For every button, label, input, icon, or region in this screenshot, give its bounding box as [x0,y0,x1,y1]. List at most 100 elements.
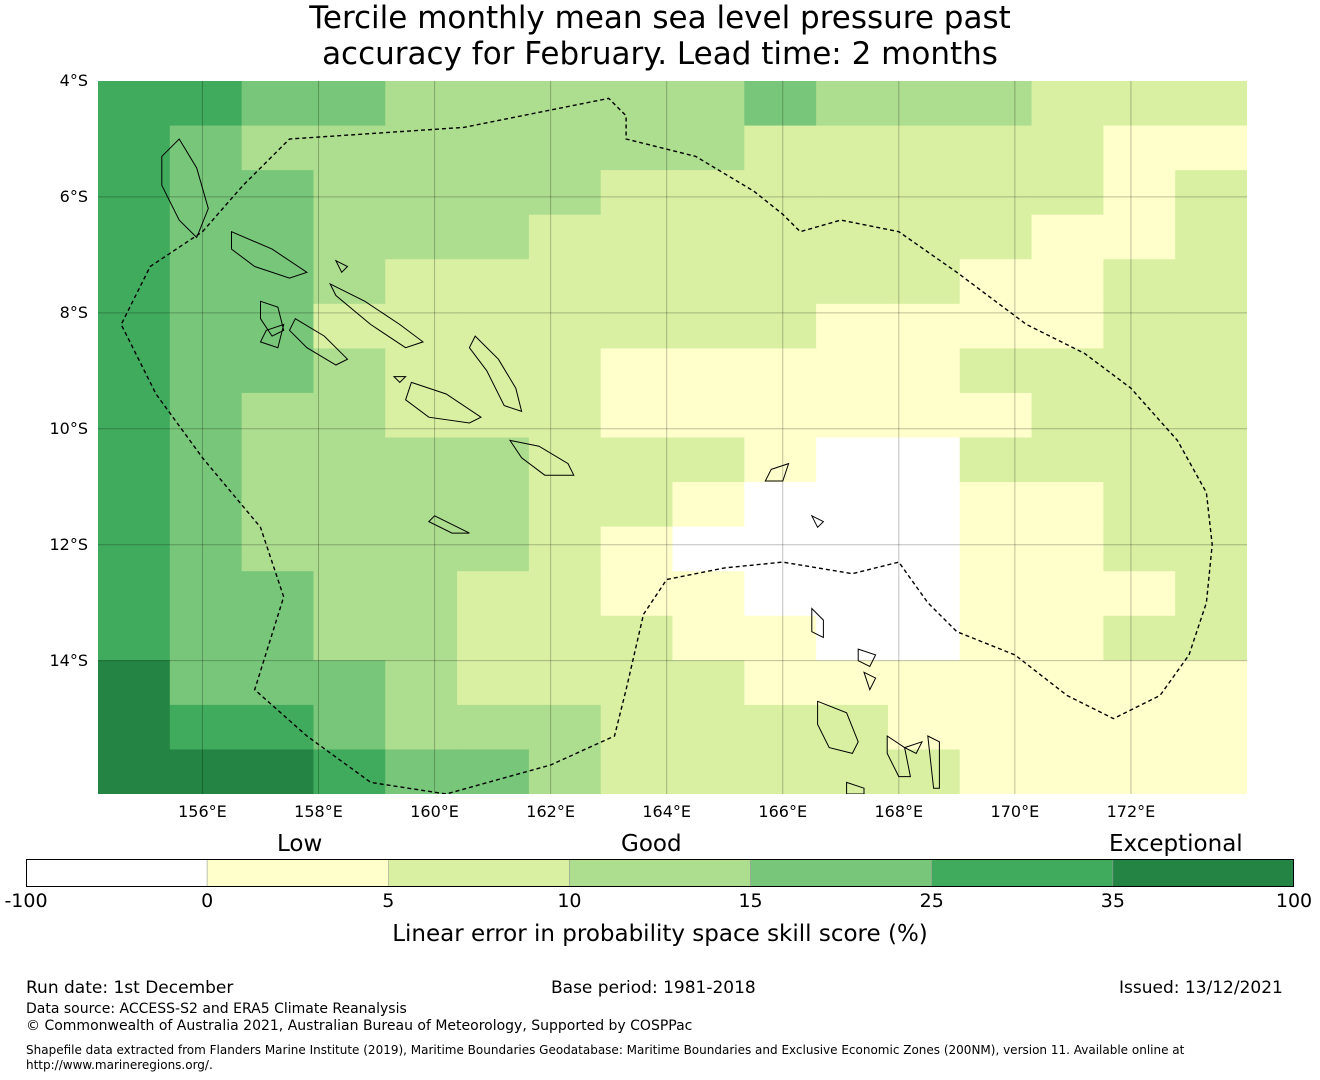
longitude-label: 170°E [990,802,1040,821]
skill-cell [816,482,889,528]
skill-cell [241,482,315,528]
skill-cell [816,214,889,260]
longitude-label: 160°E [410,802,459,821]
skill-cell [528,81,602,127]
colorbar-segment [1112,859,1294,887]
skill-cell [98,704,171,751]
skill-cell [1175,214,1247,260]
skill-cell [457,392,530,439]
shapefile-credit-line-2: http://www.marineregions.org/. [26,1058,213,1072]
skill-cell [887,660,961,706]
skill-cell [528,392,602,439]
skill-cell [1175,704,1247,751]
skill-cell [887,170,961,216]
island-coastline [817,700,859,754]
skill-cell [816,749,889,794]
skill-cell [600,704,674,751]
island-coastline [231,230,309,279]
skill-cell [385,615,458,661]
skill-cell [1031,170,1104,216]
skill-cell [816,571,889,617]
skill-cell [313,170,386,216]
skill-cell [98,482,171,528]
skill-cell [313,81,386,127]
skill-cell [672,214,745,260]
skill-cell [816,348,889,394]
skill-cell [241,526,315,572]
skill-cell [1031,526,1104,572]
skill-cell [887,615,961,661]
skill-cell [313,259,386,305]
skill-cell [457,615,530,661]
colorbar-segment [750,859,932,887]
island-coastline [857,648,877,668]
skill-cell [959,348,1033,394]
skill-cell [816,526,889,572]
skill-cell [313,125,386,171]
colorbar-label: Linear error in probability space skill … [392,921,928,947]
skill-cell [385,660,458,706]
skill-cell [98,392,171,439]
skill-cell [744,125,817,171]
skill-cell [959,660,1033,706]
skill-cell [1175,749,1247,794]
skill-cell [313,482,386,528]
shapefile-credit-line-1: Shapefile data extracted from Flanders M… [26,1043,1185,1057]
skill-cell [313,615,386,661]
skill-cell [241,392,315,439]
island-coastline [810,514,825,529]
skill-cell [600,348,674,394]
skill-cell [959,482,1033,528]
skill-cell [959,125,1033,171]
skill-cell [1103,660,1176,706]
skill-map [98,81,1247,794]
colorbar-tick-label: 15 [738,890,763,912]
island-coastline [405,381,482,424]
skill-cell [1103,303,1176,349]
skill-cell [241,125,315,171]
skill-cell [672,749,745,794]
longitude-label: 162°E [526,802,575,821]
skill-cell [313,704,386,751]
longitude-label: 164°E [642,802,692,821]
skill-cell [816,660,889,706]
skill-cell [528,749,602,794]
skill-cell [672,170,745,216]
island-coastline [392,376,407,384]
skill-cell [98,571,171,617]
skill-cell [169,392,243,439]
skill-cell [600,303,674,349]
skill-cell [959,526,1033,572]
skill-cell [744,482,817,528]
skill-cell [457,170,530,216]
island-coastline [260,300,285,337]
latitude-label: 12°S [49,534,88,554]
skill-cell [744,660,817,706]
colorbar [26,859,1294,887]
map-title-line-2: accuracy for February. Lead time: 2 mont… [322,36,998,72]
skill-cell [744,437,817,483]
skill-cell [1175,303,1247,349]
skill-cell [169,571,243,617]
skill-cell [385,526,458,572]
colorbar-segment [569,859,751,887]
skill-cell [241,571,315,617]
skill-cell [744,571,817,617]
island-coastline [927,735,940,789]
skill-cell [169,526,243,572]
skill-cell [457,437,530,483]
skill-cell [1175,125,1247,171]
island-coastline [288,317,349,366]
skill-cell [528,170,602,216]
skill-cell [672,437,745,483]
skill-cell [98,214,171,260]
skill-cell [98,125,171,171]
issued-date: Issued: 13/12/2021 [1119,978,1283,998]
map-title-line-1: Tercile monthly mean sea level pressure … [309,0,1011,36]
skill-cell [457,571,530,617]
base-period: Base period: 1981-2018 [551,978,756,998]
skill-cell [1175,660,1247,706]
skill-cell [672,303,745,349]
skill-cell [887,571,961,617]
skill-cell [600,170,674,216]
